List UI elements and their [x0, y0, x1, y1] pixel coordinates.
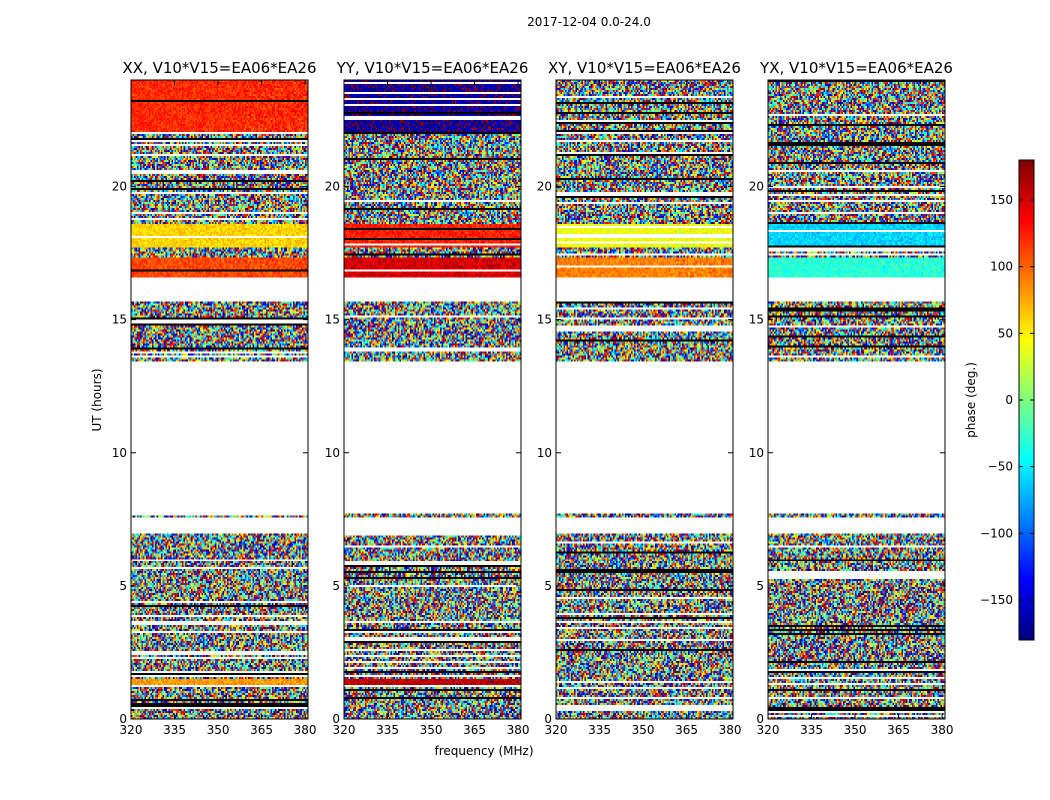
y-tick-label: 10	[112, 446, 127, 460]
colorbar-tick-label: 50	[998, 326, 1013, 340]
colorbar: 150 100 50 0 −50 −100 −150	[980, 159, 1035, 641]
y-tick-label: 0	[332, 712, 340, 726]
x-tick-label: 365	[250, 723, 273, 737]
panel-xx: XX, V10*V15=EA06*EA26 320 335 350 365 380 0 5 10…	[112, 59, 317, 737]
colorbar-tick-label: −50	[988, 460, 1013, 474]
y-axis-label: UT (hours)	[90, 368, 104, 431]
heatmap-image	[131, 80, 308, 719]
y-tick-label: 15	[325, 313, 340, 327]
panel-frame	[343, 79, 522, 720]
panel-frame	[767, 79, 946, 720]
x-tick-label: 350	[844, 723, 867, 737]
x-tick-label: 320	[120, 723, 143, 737]
colorbar-tick-label: 0	[1005, 393, 1013, 407]
y-tick-label: 10	[749, 446, 764, 460]
x-tick-label: 335	[163, 723, 186, 737]
x-tick-label: 365	[675, 723, 698, 737]
panel-title: XX, V10*V15=EA06*EA26	[122, 59, 316, 77]
x-tick-label: 365	[887, 723, 910, 737]
x-tick-label: 350	[207, 723, 230, 737]
y-tick-label: 5	[119, 579, 127, 593]
y-tick-label: 20	[112, 180, 127, 194]
x-tick-label: 320	[333, 723, 356, 737]
panel-frame	[130, 79, 309, 720]
x-tick-label: 380	[931, 723, 954, 737]
x-tick-label: 365	[463, 723, 486, 737]
heatmap-image	[556, 80, 733, 719]
x-tick-label: 350	[632, 723, 655, 737]
y-tick-label: 15	[749, 313, 764, 327]
colorbar-tick-label: −100	[980, 526, 1013, 540]
heatmap-image	[344, 80, 521, 719]
x-tick-label: 380	[507, 723, 530, 737]
colorbar-label: phase (deg.)	[964, 362, 978, 438]
x-tick-label: 320	[757, 723, 780, 737]
y-tick-label: 0	[119, 712, 127, 726]
y-tick-label: 20	[537, 180, 552, 194]
colorbar-tick-label: 150	[990, 193, 1013, 207]
panel-frame	[555, 79, 734, 720]
panel-xy: XY, V10*V15=EA06*EA26 320 335 350 365 380 0 5 10…	[537, 59, 742, 737]
y-tick-label: 10	[537, 446, 552, 460]
x-tick-label: 350	[420, 723, 443, 737]
x-tick-label: 380	[719, 723, 742, 737]
y-tick-label: 5	[332, 579, 340, 593]
colorbar-tick-label: −150	[980, 593, 1013, 607]
x-tick-label: 335	[376, 723, 399, 737]
heatmap-image	[768, 80, 945, 719]
y-tick-label: 20	[325, 180, 340, 194]
y-tick-label: 5	[544, 579, 552, 593]
panel-title: YY, V10*V15=EA06*EA26	[336, 59, 529, 77]
y-tick-label: 20	[749, 180, 764, 194]
x-tick-label: 380	[294, 723, 317, 737]
y-tick-label: 5	[756, 579, 764, 593]
x-axis-label: frequency (MHz)	[434, 744, 533, 758]
figure-title: 2017-12-04 0.0-24.0	[527, 15, 651, 29]
x-tick-label: 320	[545, 723, 568, 737]
panel-title: XY, V10*V15=EA06*EA26	[548, 59, 741, 77]
y-tick-label: 15	[112, 313, 127, 327]
panel-yx: YX, V10*V15=EA06*EA26 320 335 350 365 380 0 5 10…	[749, 59, 954, 737]
y-tick-label: 10	[325, 446, 340, 460]
y-tick-label: 0	[756, 712, 764, 726]
y-tick-label: 15	[537, 313, 552, 327]
colorbar-tick-label: 100	[990, 260, 1013, 274]
x-tick-label: 335	[588, 723, 611, 737]
panel-yy: YY, V10*V15=EA06*EA26 320 335 350 365 380 0 5 10…	[325, 59, 530, 737]
y-tick-label: 0	[544, 712, 552, 726]
x-tick-label: 335	[800, 723, 823, 737]
panel-title: YX, V10*V15=EA06*EA26	[759, 59, 953, 77]
